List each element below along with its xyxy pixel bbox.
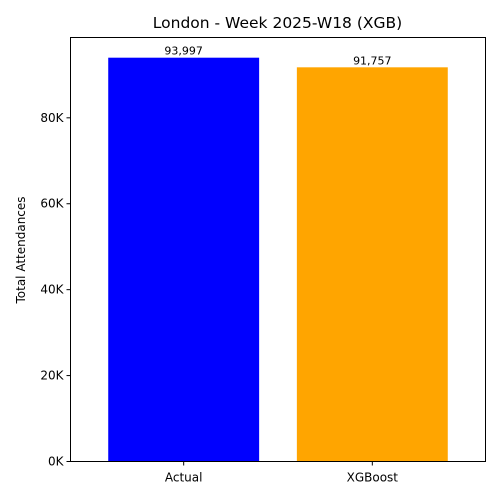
data-labels-group: 93,997 91,757	[164, 45, 391, 68]
x-tick-label-actual: Actual	[165, 471, 203, 485]
y-tick-label: 20K	[40, 369, 64, 383]
x-tick-label-xgboost: XGBoost	[347, 471, 399, 485]
y-axis-ticks: 0K 20K 40K 60K 80K	[40, 111, 71, 469]
y-tick-label: 40K	[40, 283, 64, 297]
y-tick-label: 80K	[40, 111, 64, 125]
x-axis-ticks: Actual XGBoost	[165, 461, 399, 485]
y-tick-label: 0K	[48, 455, 65, 469]
plot-frame	[70, 37, 486, 462]
y-tick-label: 60K	[40, 197, 64, 211]
bar-actual	[108, 57, 260, 462]
bar-xgboost	[296, 67, 448, 462]
y-axis-label: Total Attendances	[14, 196, 28, 304]
data-label-actual: 93,997	[164, 45, 203, 58]
bars-group	[108, 57, 448, 462]
data-label-xgboost: 91,757	[353, 54, 392, 67]
chart-title: London - Week 2025-W18 (XGB)	[153, 14, 402, 32]
